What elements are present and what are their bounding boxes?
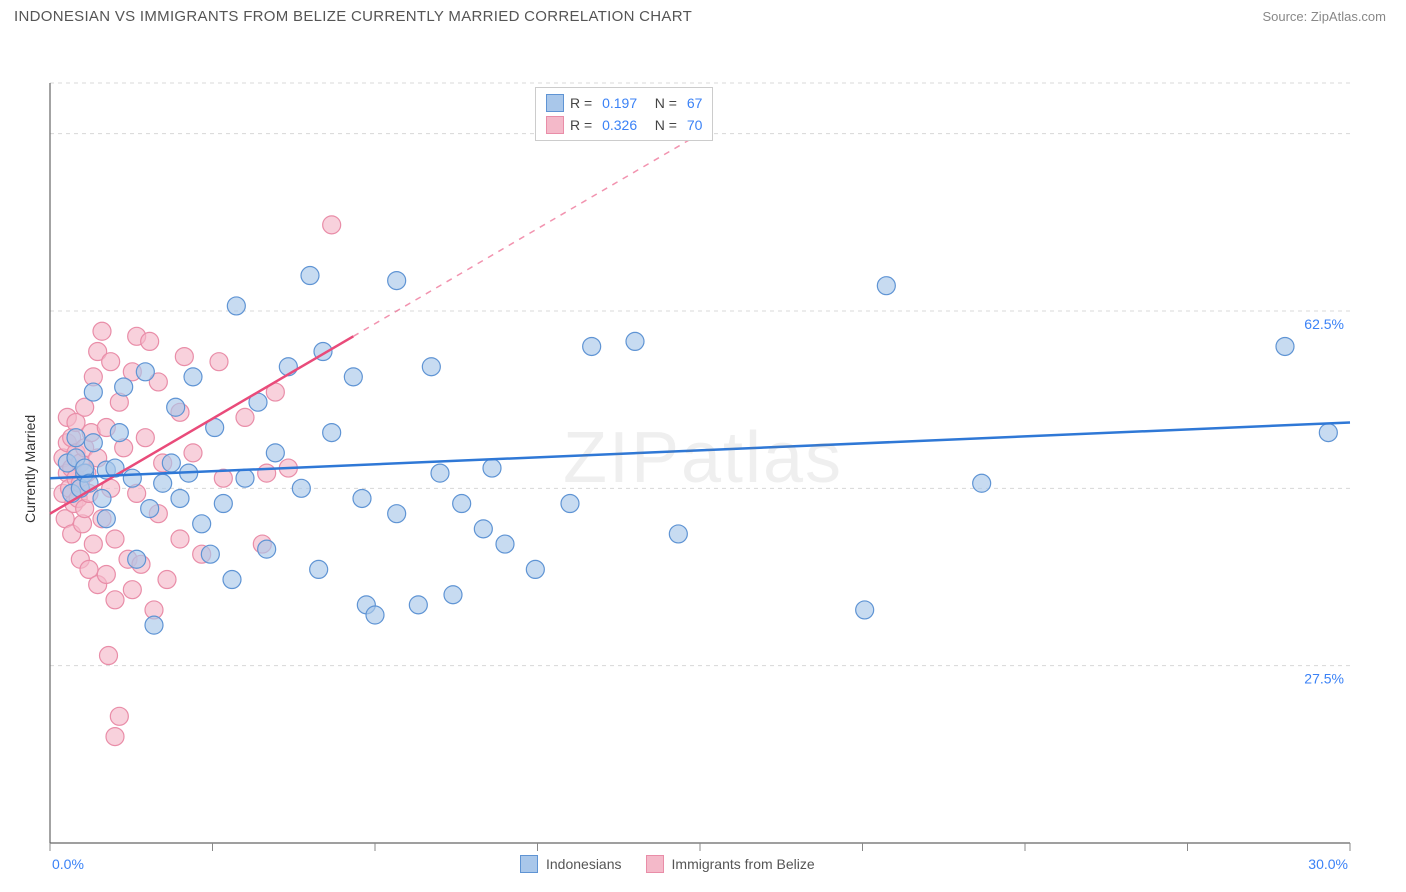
- svg-text:30.0%: 30.0%: [1308, 856, 1348, 872]
- chart-header: INDONESIAN VS IMMIGRANTS FROM BELIZE CUR…: [0, 0, 1406, 33]
- svg-text:0.0%: 0.0%: [52, 856, 84, 872]
- series-name: Immigrants from Belize: [672, 856, 815, 872]
- legend-n-value: 67: [687, 95, 703, 111]
- legend-n-label: N =: [643, 117, 681, 133]
- legend-swatch: [646, 855, 664, 873]
- legend-n-label: N =: [643, 95, 681, 111]
- chart-title: INDONESIAN VS IMMIGRANTS FROM BELIZE CUR…: [14, 8, 692, 25]
- legend-n-value: 70: [687, 117, 703, 133]
- series-name: Indonesians: [546, 856, 622, 872]
- scatter-chart: 27.5% 62.5% 0.0% 30.0%: [0, 33, 1406, 883]
- svg-text:27.5%: 27.5%: [1304, 671, 1344, 687]
- stats-legend-row: R = 0.197 N = 67: [546, 92, 702, 114]
- stats-legend: R = 0.197 N = 67R = 0.326 N = 70: [535, 87, 713, 141]
- legend-swatch: [520, 855, 538, 873]
- source-link[interactable]: ZipAtlas.com: [1311, 9, 1386, 24]
- series-legend: Indonesians Immigrants from Belize: [520, 855, 815, 873]
- y-axis-label: Currently Married: [22, 415, 38, 523]
- legend-swatch: [546, 94, 564, 112]
- chart-container: 27.5%62.5%0.0%30.0% ZIPatlas R = 0.197 N…: [0, 33, 1406, 883]
- svg-text:62.5%: 62.5%: [1304, 316, 1344, 332]
- legend-swatch: [546, 116, 564, 134]
- source-prefix: Source:: [1262, 9, 1310, 24]
- series-legend-item: Indonesians: [520, 855, 622, 873]
- stats-legend-row: R = 0.326 N = 70: [546, 114, 702, 136]
- chart-source: Source: ZipAtlas.com: [1262, 9, 1386, 24]
- legend-r-label: R =: [570, 95, 596, 111]
- series-legend-item: Immigrants from Belize: [646, 855, 815, 873]
- legend-r-value: 0.197: [602, 95, 637, 111]
- legend-r-label: R =: [570, 117, 596, 133]
- legend-r-value: 0.326: [602, 117, 637, 133]
